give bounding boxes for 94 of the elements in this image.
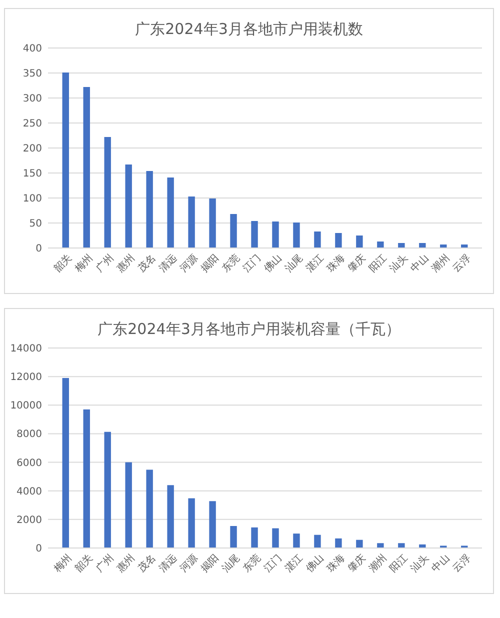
- x-tick-label: 中山: [408, 252, 431, 275]
- x-tick-label: 惠州: [114, 252, 138, 276]
- x-tick-label: 珠海: [324, 552, 348, 575]
- x-tick-label: 云浮: [450, 252, 473, 275]
- x-tick-label: 梅州: [72, 252, 96, 276]
- x-tick-label: 东莞: [219, 252, 242, 275]
- x-tick-label: 汕头: [408, 552, 431, 575]
- y-tick-label: 300: [22, 94, 42, 104]
- x-tick-label: 河源: [178, 552, 200, 575]
- x-tick-label: 茂名: [136, 252, 158, 275]
- bar: [377, 543, 384, 548]
- x-tick-label: 惠州: [114, 552, 138, 576]
- bar: [293, 534, 300, 548]
- bar: [146, 171, 153, 248]
- bar: [167, 178, 174, 248]
- x-tick-label: 揭阳: [198, 552, 222, 575]
- y-tick-label: 10000: [10, 400, 42, 412]
- x-tick-label: 汕尾: [219, 552, 242, 575]
- bar: [293, 222, 300, 248]
- y-tick-label: 50: [29, 218, 42, 230]
- bar: [83, 409, 90, 548]
- bar: [398, 243, 405, 248]
- y-tick-label: 14000: [10, 344, 42, 354]
- x-tick-label: 湛江: [282, 552, 306, 575]
- bar: [335, 538, 342, 548]
- x-tick-label: 肇庆: [345, 552, 368, 575]
- x-tick-label: 江门: [261, 552, 284, 575]
- x-tick-label: 清远: [156, 252, 180, 275]
- x-tick-label: 肇庆: [345, 252, 368, 275]
- x-tick-label: 佛山: [303, 552, 326, 575]
- x-tick-label: 佛山: [261, 252, 284, 275]
- x-tick-label: 茂名: [136, 552, 158, 575]
- bar: [314, 534, 321, 548]
- bar: [335, 233, 342, 248]
- x-tick-label: 广州: [94, 552, 116, 575]
- y-tick-label: 0: [36, 244, 42, 254]
- x-tick-label: 清远: [156, 552, 180, 575]
- x-tick-label: 韶关: [52, 252, 74, 275]
- bar: [398, 543, 405, 548]
- y-tick-label: 8000: [16, 429, 42, 440]
- x-tick-label: 汕尾: [282, 252, 306, 275]
- bar: [62, 378, 69, 548]
- bar: [167, 485, 174, 548]
- x-tick-label: 阳江: [366, 252, 390, 275]
- bar: [146, 470, 153, 548]
- bar: [83, 87, 90, 248]
- bar: [188, 196, 195, 248]
- x-tick-label: 潮州: [429, 252, 452, 275]
- chart-title: 广东2024年3月各地市户用装机容量（千瓦）: [98, 320, 400, 338]
- bar: [125, 164, 132, 248]
- chart-title: 广东2024年3月各地市户用装机数: [135, 20, 363, 38]
- x-tick-label: 湛江: [303, 252, 326, 275]
- x-tick-label: 韶关: [72, 552, 96, 575]
- x-tick-label: 东莞: [240, 552, 264, 575]
- y-tick-label: 250: [22, 118, 42, 130]
- bar: [251, 527, 258, 548]
- bar: [125, 462, 132, 548]
- bar: [62, 72, 69, 248]
- x-tick-label: 阳江: [387, 552, 410, 575]
- x-tick-label: 揭阳: [198, 252, 222, 275]
- y-tick-label: 12000: [10, 372, 42, 384]
- y-tick-label: 400: [22, 44, 42, 54]
- bar: [209, 198, 216, 248]
- bar: [314, 232, 321, 248]
- x-tick-label: 潮州: [366, 552, 390, 575]
- y-tick-label: 350: [22, 68, 42, 80]
- x-tick-label: 中山: [429, 552, 452, 575]
- bar: [356, 540, 363, 548]
- y-tick-label: 150: [22, 168, 42, 180]
- bar: [230, 214, 237, 248]
- bar: [419, 243, 426, 248]
- x-tick-label: 汕头: [387, 252, 410, 275]
- y-tick-label: 4000: [16, 486, 42, 498]
- bar: [104, 137, 111, 248]
- x-tick-label: 珠海: [324, 252, 348, 275]
- bar: [104, 432, 111, 548]
- y-tick-label: 200: [22, 144, 42, 154]
- bar: [209, 501, 216, 548]
- bar: [272, 528, 279, 548]
- x-tick-label: 江门: [240, 252, 264, 275]
- y-tick-label: 2000: [16, 514, 42, 526]
- x-tick-label: 云浮: [450, 552, 473, 575]
- bar: [188, 498, 195, 548]
- x-tick-label: 广州: [94, 252, 116, 275]
- y-tick-label: 6000: [16, 458, 42, 469]
- x-tick-label: 梅州: [50, 552, 74, 576]
- bar: [356, 236, 363, 248]
- bar: [251, 221, 258, 248]
- bar: [377, 242, 384, 248]
- x-tick-label: 河源: [178, 252, 200, 275]
- y-tick-label: 0: [36, 544, 42, 554]
- bar: [272, 222, 279, 248]
- bar: [230, 526, 237, 548]
- y-tick-label: 100: [22, 194, 42, 204]
